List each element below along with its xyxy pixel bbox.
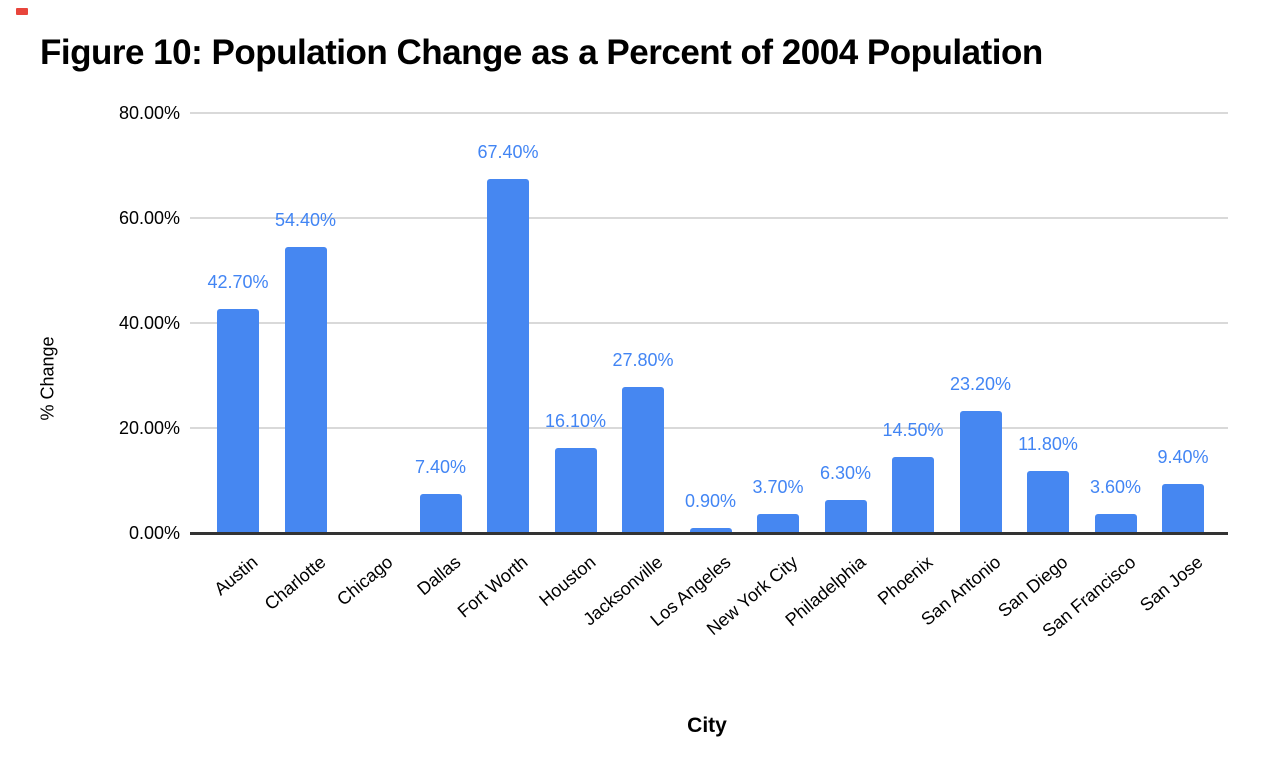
data-label: 54.40%	[274, 210, 337, 230]
gridline	[190, 322, 1228, 324]
chart-title: Figure 10: Population Change as a Percen…	[40, 33, 1043, 72]
data-label: 0.90%	[684, 491, 737, 511]
gridline	[190, 112, 1228, 114]
bar-san-francisco[interactable]	[1094, 514, 1137, 533]
data-label: 3.70%	[752, 477, 804, 497]
bar-charlotte[interactable]	[284, 247, 327, 533]
data-label: 23.20%	[949, 374, 1012, 394]
data-label: 27.80%	[612, 350, 674, 370]
bar-phoenix[interactable]	[892, 457, 934, 533]
gridline	[190, 217, 1228, 219]
data-label: 6.30%	[819, 463, 872, 483]
y-axis-tick-label: 60.00%	[118, 208, 180, 228]
y-axis-tick-label: 0.00%	[128, 523, 180, 543]
y-axis-tick-label: 40.00%	[118, 313, 180, 333]
bar-san-antonio[interactable]	[959, 411, 1002, 533]
bar-san-jose[interactable]	[1162, 484, 1204, 533]
bar-los-angeles[interactable]	[689, 528, 732, 533]
data-label: 11.80%	[1018, 434, 1078, 454]
data-label: 3.60%	[1089, 477, 1142, 497]
data-label: 9.40%	[1157, 447, 1209, 467]
y-axis-title: % Change	[37, 336, 58, 421]
bar-austin[interactable]	[217, 309, 259, 533]
x-axis-title: City	[687, 714, 727, 737]
bar-jacksonville[interactable]	[622, 387, 664, 533]
bar-fort-worth[interactable]	[487, 179, 529, 533]
gridline	[190, 427, 1228, 429]
data-label: 42.70%	[207, 272, 269, 292]
data-label: 14.50%	[882, 420, 944, 440]
data-label: 67.40%	[477, 142, 539, 162]
y-axis-tick-label: 20.00%	[118, 418, 180, 438]
bar-new-york-city[interactable]	[757, 514, 799, 533]
corner-marker	[16, 8, 28, 15]
bar-san-diego[interactable]	[1027, 471, 1069, 533]
data-label: 16.10%	[544, 411, 607, 431]
data-label: 7.40%	[414, 457, 467, 477]
x-axis-line	[190, 532, 1228, 535]
bar-houston[interactable]	[554, 448, 597, 533]
bar-philadelphia[interactable]	[824, 500, 867, 533]
bar-dallas[interactable]	[419, 494, 462, 533]
y-axis-tick-label: 80.00%	[118, 103, 180, 123]
